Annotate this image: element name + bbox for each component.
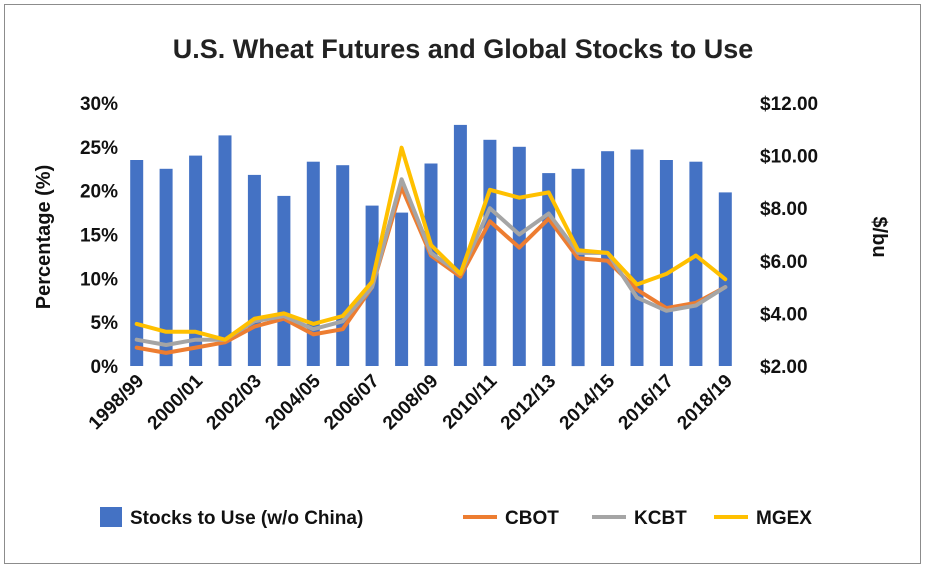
x-tick-label: 2016/17 (615, 371, 678, 434)
bar-2013/14 (571, 168, 585, 367)
y-tick-label: 5% (91, 313, 119, 334)
bar-1998/99 (130, 160, 144, 366)
x-tick-label: 2002/03 (203, 371, 266, 434)
bar-2009/10 (453, 124, 467, 367)
y2-tick-label: $4.00 (760, 304, 808, 325)
x-tick-label: 2010/11 (439, 370, 502, 433)
legend: Stocks to Use (w/o China) CBOT KCBT MGEX (100, 507, 812, 529)
line-mgex (134, 145, 728, 342)
bar-2001/02 (218, 135, 232, 366)
x-tick-label: 2012/13 (497, 371, 560, 434)
y-tick-label: 0% (91, 357, 119, 378)
bar-2007/08 (395, 212, 409, 366)
y2-tick-label: $8.00 (760, 199, 808, 220)
bar-2002/03 (247, 174, 261, 366)
x-tick-label: 2006/07 (320, 371, 383, 434)
bar-2017/18 (689, 161, 703, 366)
x-tick-label: 2014/15 (556, 370, 620, 434)
x-tick-label: 2018/19 (673, 371, 736, 434)
x-axis-ticks: 1998/992000/012002/032004/052006/072008/… (85, 370, 737, 434)
legend-label-kcbt: KCBT (634, 508, 687, 529)
bar-2011/12 (512, 146, 526, 366)
y2-tick-label: $12.00 (760, 94, 818, 115)
x-tick-label: 2000/01 (144, 370, 208, 434)
bar-2010/11 (483, 139, 497, 366)
y2-tick-label: $6.00 (760, 252, 808, 273)
y-axis-label: Percentage (%) (33, 165, 55, 310)
bar-2000/01 (189, 155, 203, 366)
y-tick-label: 30% (80, 94, 118, 115)
y2-axis-ticks: $2.00 $4.00 $6.00 $8.00 $10.00 $12.00 (760, 94, 818, 378)
y2-axis-label: $/bu (868, 216, 890, 257)
chart-title: U.S. Wheat Futures and Global Stocks to … (173, 34, 754, 64)
legend-label-mgex: MGEX (756, 508, 812, 529)
bar-2015/16 (630, 149, 644, 366)
y-axis-ticks: 0% 5% 10% 15% 20% 25% 30% (80, 94, 118, 378)
bar-2014/15 (601, 151, 615, 366)
y-tick-label: 15% (80, 226, 118, 247)
line-group (134, 145, 728, 355)
x-tick-label: 2008/09 (379, 371, 442, 434)
bar-2005/06 (336, 165, 350, 366)
y2-tick-label: $10.00 (760, 147, 818, 168)
legend-swatch-bar (100, 507, 122, 527)
bar-2016/17 (659, 160, 673, 366)
y2-tick-label: $2.00 (760, 357, 808, 378)
legend-label-stocks: Stocks to Use (w/o China) (130, 508, 363, 529)
x-tick-label: 1998/99 (85, 371, 148, 434)
bar-2003/04 (277, 195, 291, 366)
legend-label-cbot: CBOT (505, 508, 559, 529)
x-tick-label: 2004/05 (261, 370, 325, 434)
y-tick-label: 25% (80, 138, 118, 159)
bar-1999/00 (159, 168, 173, 367)
y-tick-label: 20% (80, 182, 118, 203)
y-tick-label: 10% (80, 269, 118, 290)
bar-2008/09 (424, 163, 438, 366)
bar-2004/05 (306, 161, 320, 366)
